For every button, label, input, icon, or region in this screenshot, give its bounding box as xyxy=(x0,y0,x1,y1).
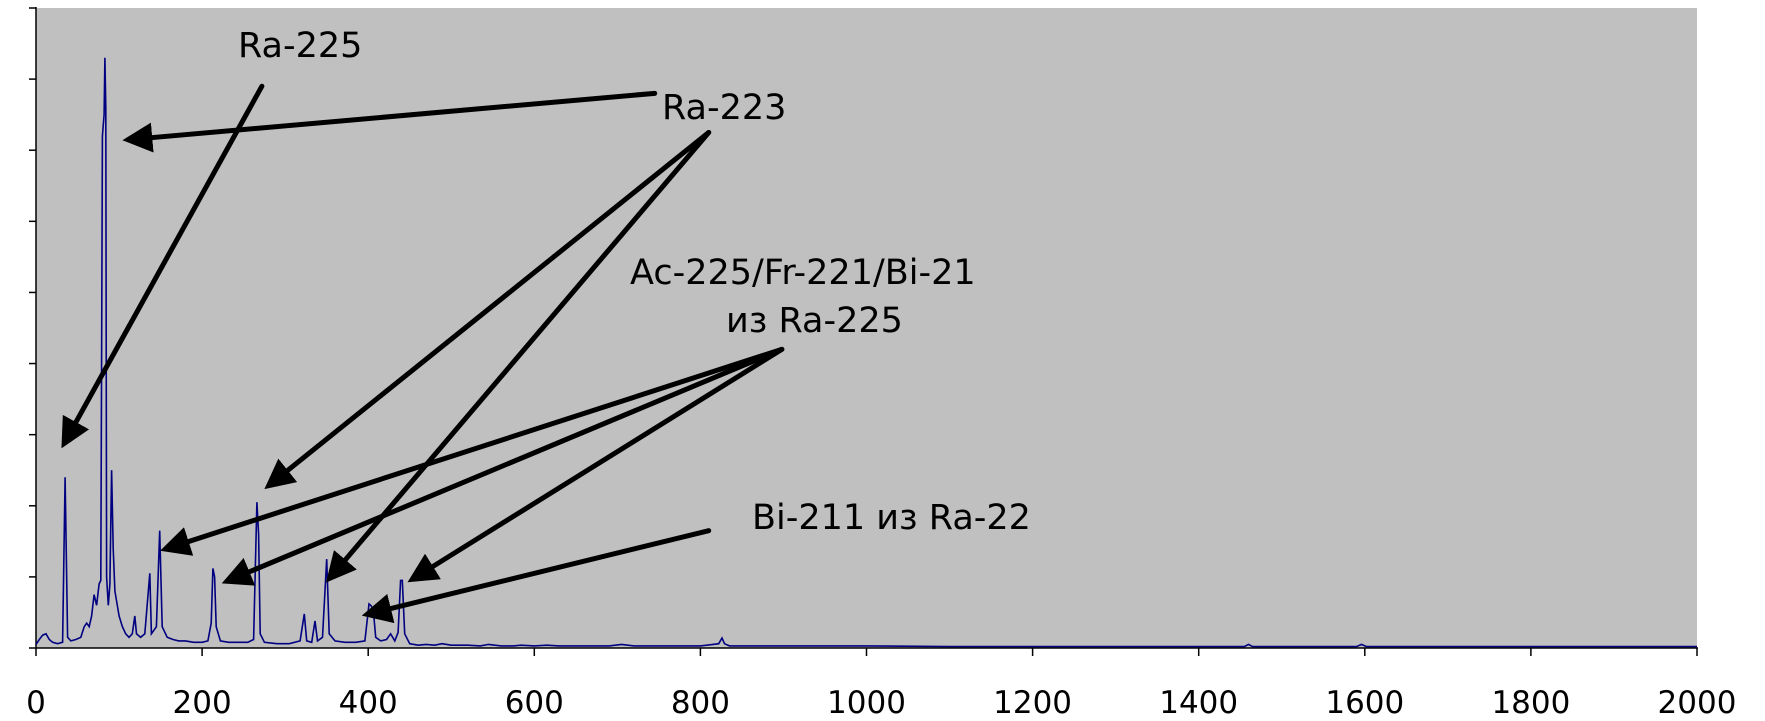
x-tick-label: 800 xyxy=(671,685,730,721)
x-tick-label: 1800 xyxy=(1491,685,1570,721)
annotation-arrow xyxy=(325,129,712,583)
annotation-label-bi-211: Bi-211 из Ra-22 xyxy=(752,498,1031,538)
annotation-arrow xyxy=(407,346,785,583)
x-tick-label: 1200 xyxy=(993,685,1072,721)
x-tick-label: 1400 xyxy=(1159,685,1238,721)
annotation-arrow xyxy=(61,83,265,449)
annotation-arrow xyxy=(361,528,712,624)
annotation-arrows xyxy=(61,83,785,624)
spectrum-series-line xyxy=(35,57,1697,648)
x-tick-label: 2000 xyxy=(1658,685,1737,721)
x-axis-ticks xyxy=(35,648,1698,656)
x-tick-label: 0 xyxy=(26,685,46,721)
annotation-label-ac-225-line1: Ac-225/Fr-221/Bi-21 xyxy=(630,253,976,293)
annotation-arrow xyxy=(160,346,785,556)
y-axis-ticks xyxy=(29,7,36,649)
x-tick-label: 400 xyxy=(339,685,398,721)
x-tick-label: 1600 xyxy=(1325,685,1404,721)
plot-area xyxy=(36,8,1697,648)
annotation-arrow xyxy=(264,129,712,490)
x-axis-tick-labels: 0 200 400 600 800 1000 1200 1400 1600 1800 2000 xyxy=(26,685,1736,721)
annotation-label-ac-225-line2: из Ra-225 xyxy=(726,301,903,341)
x-tick-label: 1000 xyxy=(827,685,906,721)
annotation-label-ra-223: Ra-223 xyxy=(662,88,786,128)
annotation-arrow xyxy=(122,90,658,153)
annotation-arrow xyxy=(221,346,785,586)
series-layer xyxy=(35,57,1697,648)
annotation-label-ra-225: Ra-225 xyxy=(238,26,362,66)
x-tick-label: 200 xyxy=(173,685,232,721)
x-tick-label: 600 xyxy=(505,685,564,721)
